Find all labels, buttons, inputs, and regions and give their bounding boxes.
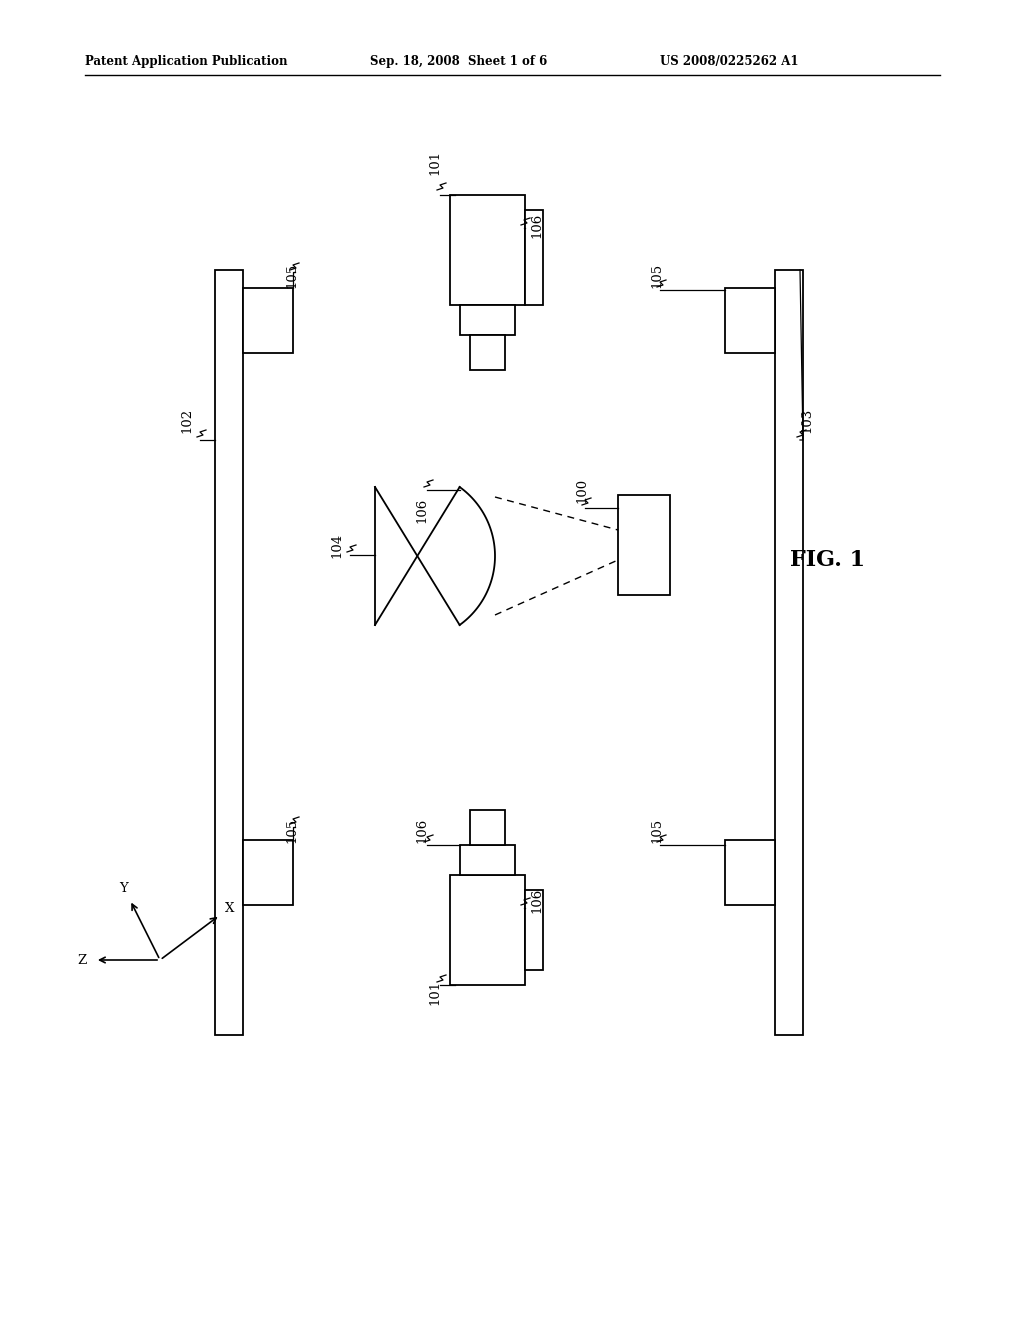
Text: 102: 102 [180,408,193,433]
Bar [460,845,515,875]
Bar [450,875,525,985]
Bar [525,210,543,305]
Text: US 2008/0225262 A1: US 2008/0225262 A1 [660,55,799,69]
Text: 106: 106 [415,817,428,842]
Bar [525,890,543,970]
Bar [243,840,293,906]
Text: FIG. 1: FIG. 1 [790,549,865,572]
Bar [470,335,505,370]
Bar [470,810,505,845]
Text: Z: Z [78,953,87,966]
Text: 106: 106 [530,887,543,912]
Bar [775,271,803,1035]
Text: Sep. 18, 2008  Sheet 1 of 6: Sep. 18, 2008 Sheet 1 of 6 [370,55,547,69]
Bar [450,195,525,305]
Text: 105: 105 [650,817,663,842]
Text: 106: 106 [415,498,428,523]
Text: 106: 106 [530,213,543,238]
Text: Y: Y [120,882,128,895]
Text: 101: 101 [428,979,441,1005]
Bar [725,288,775,352]
Bar [243,288,293,352]
Text: Patent Application Publication: Patent Application Publication [85,55,288,69]
Text: 100: 100 [575,478,588,503]
Text: X: X [225,902,234,915]
Text: 104: 104 [330,532,343,557]
Text: 101: 101 [428,150,441,176]
Bar [725,840,775,906]
Bar [215,271,243,1035]
Bar [460,305,515,335]
Text: 105: 105 [650,263,663,288]
Text: 103: 103 [800,408,813,433]
Bar [618,495,670,595]
Text: 105: 105 [285,263,298,288]
Text: 105: 105 [285,817,298,842]
